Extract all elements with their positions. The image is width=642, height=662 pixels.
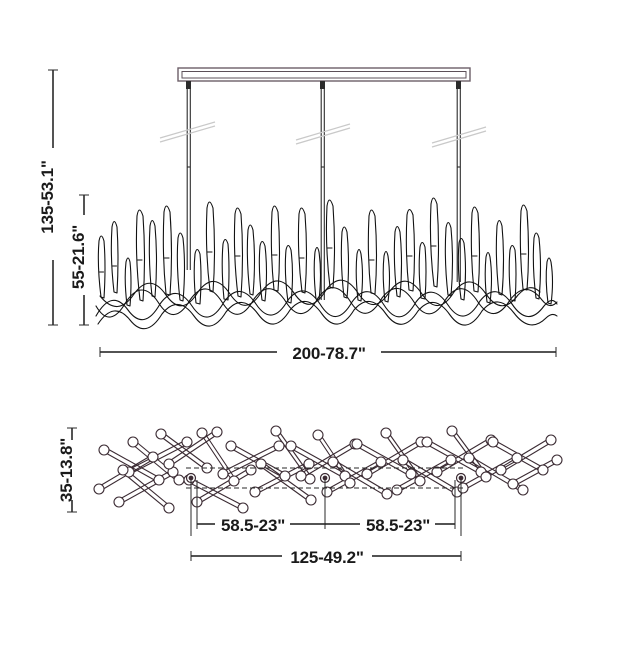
elevation-view: 135-53.1" 55-21.6" 200-78.7" [38, 67, 558, 363]
plan-extension-lines [190, 480, 462, 536]
fixture-body-height-dimension: 55-21.6" [69, 194, 89, 326]
plan-depth-label: 35-13.8" [57, 438, 76, 502]
spire-detail-ticks [98, 245, 527, 273]
plan-rod-end-nodes [93, 425, 563, 514]
left-mount-spacing-label: 58.5-23" [221, 516, 285, 535]
plan-rod-lattice [93, 425, 563, 514]
mount-span-label: 125-49.2" [290, 548, 363, 567]
mount-span-dimension: 125-49.2" [190, 548, 462, 567]
overall-width-dimension: 200-78.7" [99, 344, 557, 363]
fixture-body-height-label: 55-21.6" [69, 225, 88, 289]
rod-break-mark-left [159, 121, 216, 143]
suspension-rod-left [159, 81, 216, 270]
right-mount-spacing-label: 58.5-23" [366, 516, 430, 535]
plan-view: 35-13.8" 58.5-23" 58.5-23" [57, 425, 563, 567]
rod-break-mark-right [431, 126, 487, 148]
plan-mount-hub [185, 472, 467, 484]
left-mount-spacing-dimension: 58.5-23" [196, 516, 326, 535]
suspension-rod-right [431, 81, 487, 282]
plan-depth-dimension: 35-13.8" [57, 427, 77, 513]
woven-strand-band [95, 279, 558, 330]
overall-width-label: 200-78.7" [292, 344, 365, 363]
spire-group [97, 197, 554, 307]
ceiling-canopy-plate [177, 67, 471, 82]
plan-mount-band-outline [186, 467, 466, 489]
overall-height-label: 135-53.1" [38, 160, 57, 233]
overall-height-dimension: 135-53.1" [38, 69, 58, 326]
right-mount-spacing-dimension: 58.5-23" [325, 516, 456, 535]
rod-break-mark-center [295, 123, 351, 145]
suspension-rod-center [295, 81, 351, 300]
chandelier-body-elevation [95, 197, 558, 330]
